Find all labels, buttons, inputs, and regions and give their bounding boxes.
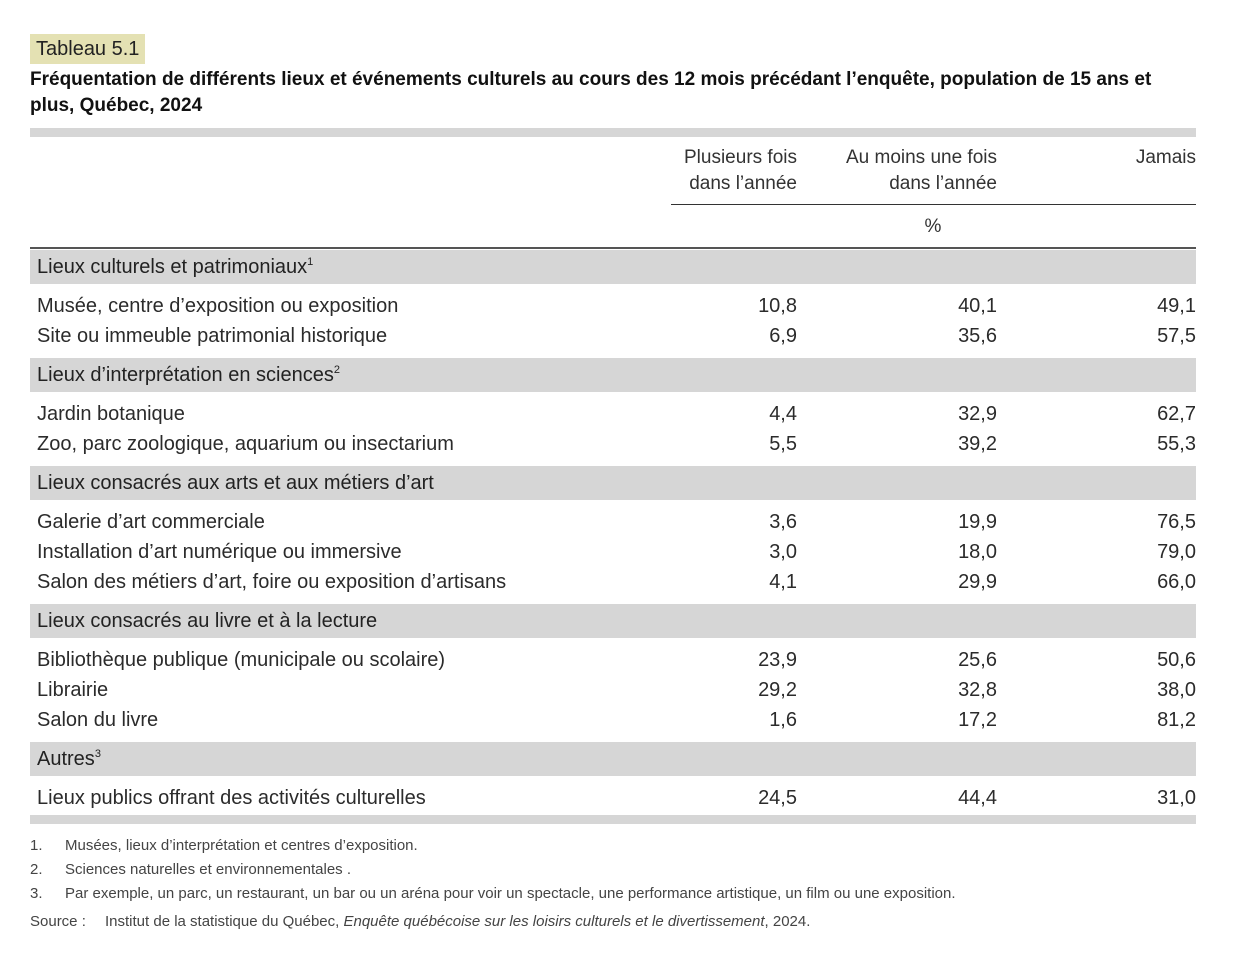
footnotes: 1. Musées, lieux d’interprétation et cent… <box>30 834 956 934</box>
table-row: Bibliothèque publique (municipale ou sco… <box>30 645 1196 675</box>
cell-value: 55,3 <box>1157 433 1196 455</box>
source-label: Source : <box>30 913 86 930</box>
cell-value: 76,5 <box>1157 511 1196 533</box>
cell-value: 1,6 <box>769 709 797 731</box>
top-divider <box>30 128 1196 137</box>
footnote: 3. Par exemple, un parc, un restaurant, u… <box>30 882 956 906</box>
cell-value: 17,2 <box>958 709 997 731</box>
cell-value: 4,1 <box>769 571 797 593</box>
section-label: Lieux d’interprétation en sciences <box>37 364 334 386</box>
section-label: Lieux consacrés au livre et à la lecture <box>37 610 378 632</box>
footnote-text: Sciences naturelles et environnementales… <box>65 861 351 878</box>
cell-value: 18,0 <box>958 541 997 563</box>
section-header: Lieux consacrés aux arts et aux métiers … <box>30 466 1196 500</box>
header-line: Jamais <box>1135 147 1196 168</box>
footnote-ref: 3 <box>94 748 101 760</box>
header-bottom-rule <box>30 247 1196 249</box>
cell-value: 35,6 <box>958 325 997 347</box>
cell-value: 57,5 <box>1157 325 1196 347</box>
cell-value: 3,6 <box>769 511 797 533</box>
footnote: 1. Musées, lieux d’interprétation et cent… <box>30 834 956 858</box>
row-label: Librairie <box>37 679 109 701</box>
unit-label: % <box>924 216 942 237</box>
table-label: Tableau 5.1 <box>30 34 146 64</box>
row-label: Galerie d’art commerciale <box>37 511 265 533</box>
section-header: Lieux culturels et patrimoniaux1 <box>30 250 1196 284</box>
cell-value: 40,1 <box>958 295 997 317</box>
cell-value: 24,5 <box>758 787 797 809</box>
header-line: dans l’année <box>689 173 797 194</box>
source-text: Institut de la statistique du Québec, <box>105 913 344 930</box>
cell-value: 32,9 <box>958 403 997 425</box>
header-line: dans l’année <box>889 173 997 194</box>
section-header: Lieux consacrés au livre et à la lecture <box>30 604 1196 638</box>
footnote-text: Musées, lieux d’interprétation et centre… <box>65 837 418 854</box>
table-row: Salon du livre 1,6 17,2 81,2 <box>30 705 1196 735</box>
footnote-number: 2. <box>30 861 43 878</box>
cell-value: 10,8 <box>758 295 797 317</box>
row-label: Salon des métiers d’art, foire ou exposi… <box>37 571 507 593</box>
cell-value: 66,0 <box>1157 571 1196 593</box>
cell-value: 29,2 <box>758 679 797 701</box>
row-label: Installation d’art numérique ou immersiv… <box>37 541 402 563</box>
row-label: Bibliothèque publique (municipale ou sco… <box>37 649 446 671</box>
footnote: 2. Sciences naturelles et environnemental… <box>30 858 956 882</box>
table-row: Galerie d’art commerciale 3,6 19,9 76,5 <box>30 507 1196 537</box>
cell-value: 31,0 <box>1157 787 1196 809</box>
row-label: Zoo, parc zoologique, aquarium ou insect… <box>37 433 454 455</box>
column-header-plusieurs: Plusieurs fois dans l’année <box>640 145 797 197</box>
table-row: Installation d’art numérique ou immersiv… <box>30 537 1196 567</box>
section-label: Lieux consacrés aux arts et aux métiers … <box>37 472 434 494</box>
section-header: Lieux d’interprétation en sciences2 <box>30 358 1196 392</box>
header-line: Au moins une fois <box>845 147 997 168</box>
cell-value: 6,9 <box>769 325 797 347</box>
column-header-au-moins: Au moins une fois dans l’année <box>810 145 997 197</box>
cell-value: 39,2 <box>958 433 997 455</box>
cell-value: 19,9 <box>958 511 997 533</box>
cell-value: 32,8 <box>958 679 997 701</box>
cell-value: 49,1 <box>1157 295 1196 317</box>
footnote-text: Par exemple, un parc, un restaurant, un … <box>65 885 956 902</box>
table-row: Jardin botanique 4,4 32,9 62,7 <box>30 399 1196 429</box>
row-label: Jardin botanique <box>37 403 185 425</box>
row-label: Salon du livre <box>37 709 159 731</box>
cell-value: 44,4 <box>958 787 997 809</box>
source-tail: , 2024. <box>764 913 811 930</box>
header-line: Plusieurs fois <box>684 147 797 168</box>
section-label: Lieux culturels et patrimoniaux <box>37 256 308 278</box>
cell-value: 3,0 <box>769 541 797 563</box>
table-row: Zoo, parc zoologique, aquarium ou insect… <box>30 429 1196 459</box>
header-rule <box>671 204 1196 205</box>
footnote-number: 1. <box>30 837 43 854</box>
cell-value: 38,0 <box>1157 679 1196 701</box>
row-label: Musée, centre d’exposition ou exposition <box>37 295 399 317</box>
section-header: Autres3 <box>30 742 1196 776</box>
cell-value: 79,0 <box>1157 541 1196 563</box>
table-row: Salon des métiers d’art, foire ou exposi… <box>30 567 1196 597</box>
table-row: Musée, centre d’exposition ou exposition… <box>30 291 1196 321</box>
table-title: Fréquentation de différents lieux et évé… <box>30 69 1152 116</box>
cell-value: 29,9 <box>958 571 997 593</box>
footnote-ref: 2 <box>333 364 340 376</box>
cell-value: 4,4 <box>769 403 797 425</box>
footnote-ref: 1 <box>307 256 314 268</box>
row-label: Site ou immeuble patrimonial historique <box>37 325 388 347</box>
cell-value: 62,7 <box>1157 403 1196 425</box>
table-row: Site ou immeuble patrimonial historique 6… <box>30 321 1196 351</box>
table-body: Lieux culturels et patrimoniaux1 Musée, c… <box>30 250 1196 824</box>
cell-value: 25,6 <box>958 649 997 671</box>
source-title: Enquête québécoise sur les loisirs cultu… <box>343 913 765 930</box>
cell-value: 23,9 <box>758 649 797 671</box>
table-row: Lieux publics offrant des activités cult… <box>30 783 1196 813</box>
footnote-number: 3. <box>30 885 43 902</box>
row-label: Lieux publics offrant des activités cult… <box>37 787 426 809</box>
column-header-jamais: Jamais <box>1076 145 1196 171</box>
table-row: Librairie 29,2 32,8 38,0 <box>30 675 1196 705</box>
cell-value: 50,6 <box>1157 649 1196 671</box>
source-note: Source : Institut de la statistique du Q… <box>30 910 956 934</box>
bottom-divider <box>30 815 1196 824</box>
cell-value: 81,2 <box>1157 709 1196 731</box>
cell-value: 5,5 <box>769 433 797 455</box>
section-label: Autres <box>37 748 95 770</box>
